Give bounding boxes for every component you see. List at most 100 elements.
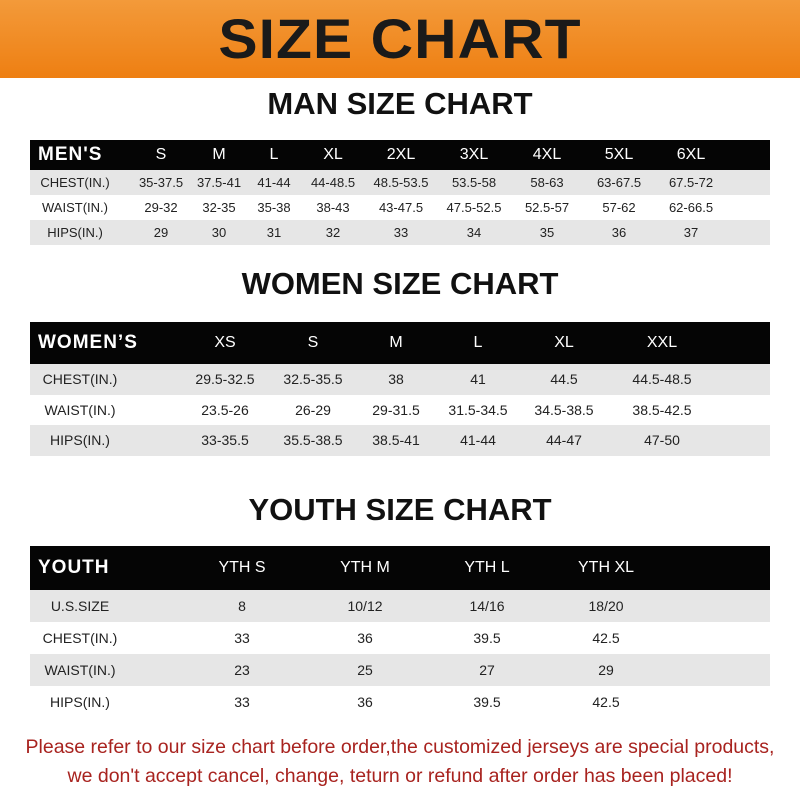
table-row: CHEST(IN.) 33 36 39.5 42.5 — [30, 622, 770, 654]
size-header: 6XL — [676, 146, 706, 163]
table-cell: 41-44 — [257, 175, 291, 190]
table-cell: 32 — [325, 225, 341, 240]
table-cell: 44-48.5 — [310, 175, 356, 190]
table-row: CHEST(IN.) 29.5-32.5 32.5-35.5 38 41 44.5 44.5… — [30, 364, 770, 395]
table-cell: 27 — [479, 662, 495, 678]
row-label: U.S.SIZE — [50, 598, 110, 614]
youth-size-table: YOUTH YTH S YTH M YTH L YTH XL U.S.SIZE 8 10/12… — [30, 546, 770, 718]
table-cell: 38.5-41 — [372, 432, 420, 448]
table-cell: 34 — [466, 225, 482, 240]
disclaimer-line-2: we don't accept cancel, change, teturn o… — [67, 765, 733, 787]
table-header-row: WOMEN’S XS S M L XL XXL — [30, 322, 770, 364]
table-cell: 52.5-57 — [524, 200, 570, 215]
banner: SIZE CHART — [0, 0, 800, 78]
size-header: 5XL — [604, 146, 634, 163]
table-header-row: MEN'S S M L XL 2XL 3XL 4XL 5XL 6XL — [30, 140, 770, 170]
table-cell: 29.5-32.5 — [195, 371, 255, 387]
table-cell: 37.5-41 — [196, 175, 242, 190]
table-cell: 44.5-48.5 — [632, 371, 692, 387]
table-cell: 29 — [153, 225, 169, 240]
size-header: XXL — [646, 334, 678, 351]
page-title: SIZE CHART — [218, 7, 582, 70]
table-cell: 33-35.5 — [201, 432, 249, 448]
table-cell: 47-50 — [644, 432, 680, 448]
row-label: WAIST(IN.) — [44, 662, 116, 678]
table-cell: 31 — [266, 225, 282, 240]
row-label: CHEST(IN.) — [40, 175, 110, 190]
table-cell: 33 — [234, 630, 250, 646]
table-cell: 29 — [598, 662, 614, 678]
table-cell: 58-63 — [530, 175, 564, 190]
disclaimer-line-1: Please refer to our size chart before or… — [25, 736, 775, 758]
table-cell: 53.5-58 — [451, 175, 497, 190]
table-cell: 47.5-52.5 — [446, 200, 502, 215]
table-cell: 29-31.5 — [372, 401, 420, 418]
table-row: HIPS(IN.) 33-35.5 35.5-38.5 38.5-41 41-44 44-… — [30, 425, 770, 456]
table-cell: 23.5-26 — [201, 401, 249, 418]
size-header: XL — [554, 334, 574, 351]
table-cell: 38 — [388, 371, 404, 387]
table-cell: 35-37.5 — [138, 175, 184, 190]
table-cell: 32-35 — [202, 200, 236, 215]
table-header-row: YOUTH YTH S YTH M YTH L YTH XL — [30, 546, 770, 590]
size-header: S — [307, 334, 319, 351]
table-title-cell: MEN'S — [38, 144, 103, 165]
table-cell: 36 — [357, 630, 373, 646]
table-title-cell: YOUTH — [38, 557, 110, 578]
table-cell: 57-62 — [602, 200, 636, 215]
table-cell: 30 — [211, 225, 227, 240]
table-cell: 44-47 — [546, 432, 582, 448]
women-size-table: WOMEN’S XS S M L XL XXL CHEST(IN.) 29.5-32.5 32.5… — [30, 322, 770, 456]
table-cell: 34.5-38.5 — [534, 401, 594, 418]
table-cell: 37 — [683, 225, 699, 240]
table-cell: 33 — [234, 694, 250, 710]
table-cell: 8 — [238, 598, 246, 614]
table-row: HIPS(IN.) 29 30 31 32 33 34 35 36 37 — [30, 220, 770, 245]
table-cell: 36 — [611, 225, 627, 240]
men-section-title: MAN SIZE CHART — [267, 86, 533, 121]
table-cell: 32.5-35.5 — [283, 371, 343, 387]
table-title-cell: WOMEN’S — [38, 332, 138, 353]
table-cell: 35 — [539, 225, 555, 240]
table-row: U.S.SIZE 8 10/12 14/16 18/20 — [30, 590, 770, 622]
table-cell: 35-38 — [257, 200, 291, 215]
table-cell: 25 — [357, 662, 373, 678]
table-cell: 29-32 — [144, 200, 178, 215]
table-cell: 38.5-42.5 — [632, 401, 692, 418]
table-cell: 23 — [234, 662, 250, 678]
row-label: HIPS(IN.) — [47, 225, 103, 240]
table-cell: 41 — [470, 371, 486, 387]
table-cell: 18/20 — [588, 598, 624, 614]
size-header: 3XL — [459, 146, 489, 163]
table-cell: 35.5-38.5 — [283, 432, 343, 448]
size-header: XS — [214, 334, 236, 351]
table-cell: 39.5 — [473, 694, 501, 710]
size-header: M — [389, 334, 403, 351]
table-row: HIPS(IN.) 33 36 39.5 42.5 — [30, 686, 770, 718]
size-header: M — [212, 146, 226, 163]
table-cell: 36 — [357, 694, 373, 710]
table-cell: 62-66.5 — [668, 200, 714, 215]
table-cell: 63-67.5 — [596, 175, 642, 190]
size-header: L — [473, 334, 483, 351]
table-cell: 10/12 — [347, 598, 383, 614]
table-cell: 44.5 — [550, 371, 578, 387]
row-label: HIPS(IN.) — [50, 694, 110, 710]
size-header: L — [269, 146, 279, 163]
size-header: YTH M — [340, 559, 390, 576]
table-row: WAIST(IN.) 29-32 32-35 35-38 38-43 43-47.5 47.… — [30, 195, 770, 220]
table-row: CHEST(IN.) 35-37.5 37.5-41 41-44 44-48.5 48.5… — [30, 170, 770, 195]
table-cell: 42.5 — [592, 630, 620, 646]
youth-section-title: YOUTH SIZE CHART — [248, 492, 552, 527]
table-cell: 31.5-34.5 — [448, 401, 508, 418]
row-label: HIPS(IN.) — [50, 432, 110, 448]
size-header: YTH XL — [577, 559, 635, 576]
size-header: XL — [323, 146, 343, 163]
table-row: WAIST(IN.) 23.5-26 26-29 29-31.5 31.5-34.5 34… — [30, 394, 770, 425]
table-cell: 42.5 — [592, 694, 620, 710]
table-cell: 43-47.5 — [378, 200, 424, 215]
table-cell: 26-29 — [295, 401, 331, 418]
row-label: CHEST(IN.) — [42, 630, 118, 646]
table-cell: 38-43 — [316, 200, 350, 215]
men-size-table: MEN'S S M L XL 2XL 3XL 4XL 5XL 6XL CHEST(IN.) 35-37… — [30, 140, 770, 245]
